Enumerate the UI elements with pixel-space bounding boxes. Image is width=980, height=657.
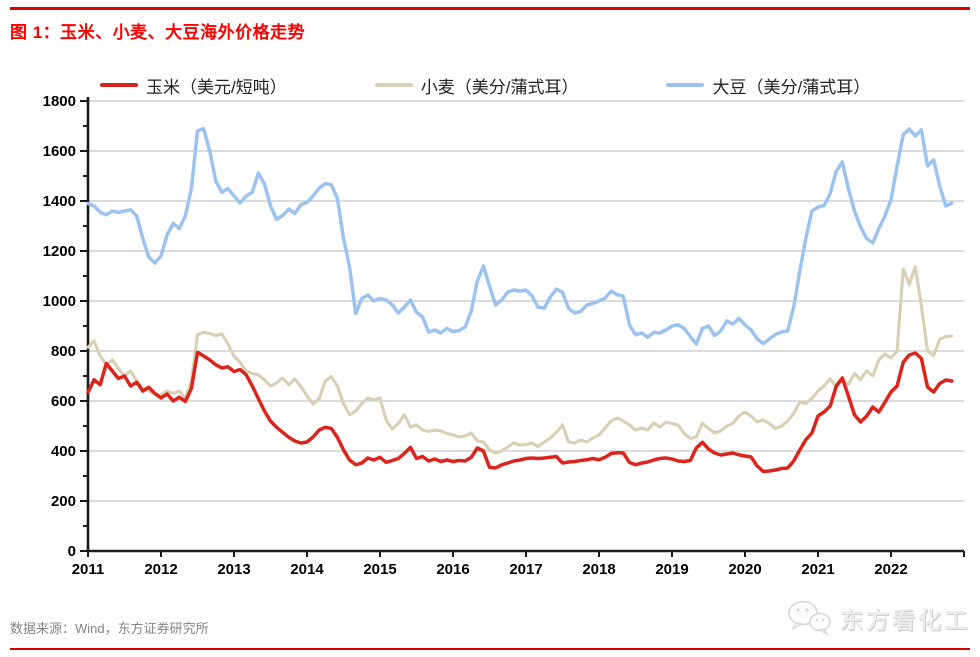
- svg-text:2017: 2017: [509, 561, 542, 578]
- price-trend-line-chart: 0 200 400 600 800 1000 1200 1400 1600 1800 2011 201…: [43, 93, 965, 578]
- svg-text:2016: 2016: [436, 561, 469, 578]
- wheat-line-swatch: [374, 83, 413, 87]
- legend-label-wheat: 小麦（美分/蒲式耳）: [420, 77, 579, 97]
- figure-title: 图 1：玉米、小麦、大豆海外价格走势: [10, 23, 306, 42]
- svg-text:2011: 2011: [72, 561, 105, 578]
- svg-text:400: 400: [51, 443, 76, 460]
- svg-text:800: 800: [51, 343, 76, 360]
- corn-line-swatch: [100, 83, 138, 87]
- svg-text:600: 600: [51, 393, 76, 410]
- svg-text:1200: 1200: [43, 243, 76, 260]
- soybean-line-swatch: [666, 83, 705, 87]
- watermark: 东方看化工: [786, 598, 970, 638]
- top-red-rule: [10, 7, 970, 10]
- svg-text:1800: 1800: [43, 93, 76, 110]
- svg-text:0: 0: [68, 543, 76, 560]
- svg-text:2012: 2012: [144, 561, 177, 578]
- svg-text:2018: 2018: [582, 561, 615, 578]
- wechat-icon: [788, 600, 831, 636]
- svg-text:2015: 2015: [363, 561, 396, 578]
- svg-text:2019: 2019: [655, 561, 688, 578]
- svg-text:2021: 2021: [801, 561, 834, 578]
- svg-text:1000: 1000: [43, 293, 76, 310]
- svg-text:200: 200: [51, 493, 76, 510]
- legend-item-wheat: 小麦（美分/蒲式耳）: [374, 73, 579, 98]
- bottom-red-rule: [10, 648, 970, 650]
- svg-text:1400: 1400: [43, 193, 76, 210]
- legend-label-corn: 玉米（美元/短吨）: [146, 77, 287, 97]
- legend-item-soybean: 大豆（美分/蒲式耳）: [666, 73, 870, 98]
- svg-text:2022: 2022: [874, 561, 907, 578]
- legend-label-soybean: 大豆（美分/蒲式耳）: [712, 77, 871, 97]
- chart-legend: 玉米（美元/短吨） 小麦（美分/蒲式耳） 大豆（美分/蒲式耳）: [100, 72, 960, 98]
- legend-item-corn: 玉米（美元/短吨）: [100, 73, 287, 98]
- watermark-text: 东方看化工: [840, 607, 970, 633]
- svg-text:1600: 1600: [43, 143, 76, 160]
- data-source-note: 数据来源：Wind，东方证券研究所: [10, 621, 209, 636]
- svg-text:2020: 2020: [728, 561, 761, 578]
- svg-text:2014: 2014: [290, 561, 324, 578]
- svg-text:2013: 2013: [217, 561, 250, 578]
